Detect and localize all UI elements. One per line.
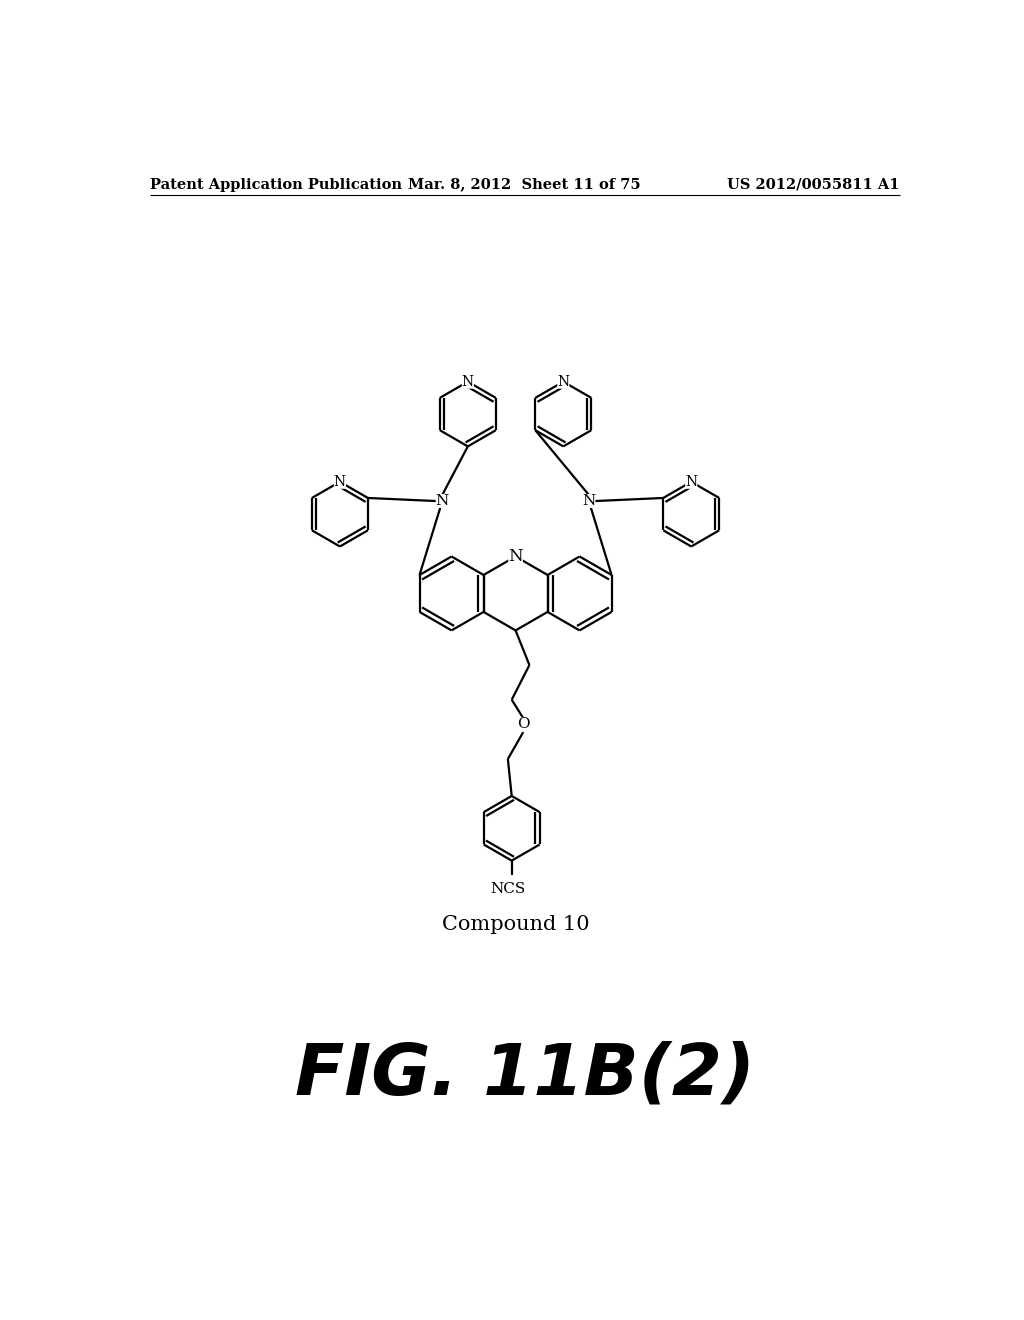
Text: NCS: NCS <box>490 882 525 896</box>
Text: FIG. 11B(2): FIG. 11B(2) <box>295 1040 755 1109</box>
Text: N: N <box>334 475 346 488</box>
Text: N: N <box>435 494 449 508</box>
Text: N: N <box>508 548 523 565</box>
Text: Compound 10: Compound 10 <box>441 915 590 935</box>
Text: US 2012/0055811 A1: US 2012/0055811 A1 <box>727 178 900 191</box>
Text: Patent Application Publication: Patent Application Publication <box>150 178 401 191</box>
Text: N: N <box>685 475 697 488</box>
Text: N: N <box>462 375 474 388</box>
Text: N: N <box>557 375 569 388</box>
Text: Mar. 8, 2012  Sheet 11 of 75: Mar. 8, 2012 Sheet 11 of 75 <box>409 178 641 191</box>
Text: N: N <box>583 494 595 508</box>
Text: O: O <box>517 717 529 731</box>
